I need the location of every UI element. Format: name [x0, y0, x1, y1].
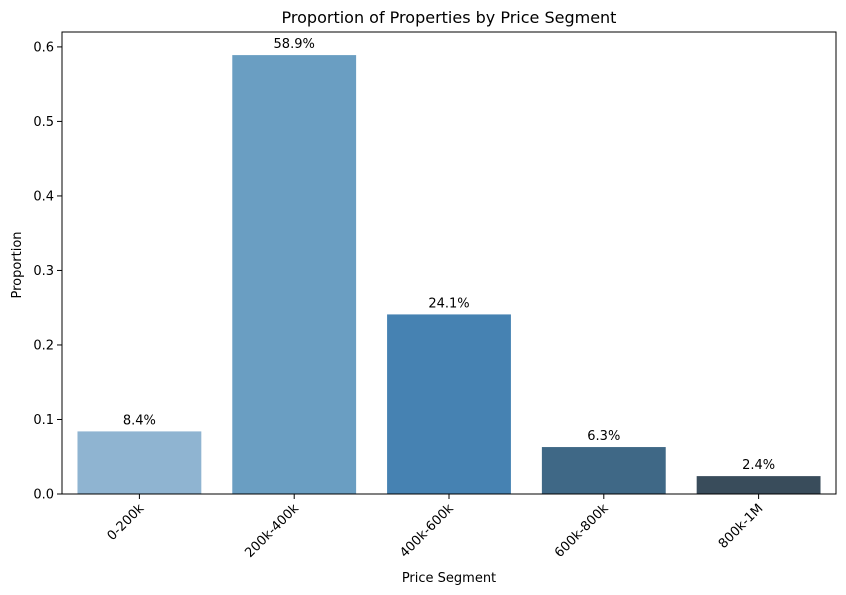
- bar-400k-600k: [387, 314, 511, 494]
- plot-frame: [61, 31, 837, 495]
- x-tick-label: 200k-400k: [242, 501, 302, 561]
- bar-600k-800k: [541, 447, 666, 494]
- plot-area: 8.4% 0-200k 58.9% 200k-400k 24.1% 400k-600k 6.…: [33, 31, 837, 561]
- data-label: 2.4%: [742, 458, 775, 473]
- bar-0-200k: [77, 431, 202, 494]
- x-axis-label: Price Segment: [402, 571, 496, 586]
- y-tick-label: 0.3: [33, 264, 54, 279]
- data-label: 8.4%: [123, 413, 156, 428]
- data-label: 24.1%: [428, 296, 469, 311]
- x-tick-label: 600k-800k: [552, 501, 612, 561]
- bar-200k-400k: [232, 55, 357, 494]
- chart-title: Proportion of Properties by Price Segmen…: [282, 8, 617, 27]
- y-tick-label: 0.0: [33, 488, 54, 503]
- x-tick-label: 800k-1M: [716, 501, 767, 552]
- y-tick-label: 0.5: [33, 115, 54, 130]
- y-tick-label: 0.1: [33, 413, 54, 428]
- y-axis-label: Proportion: [10, 231, 25, 298]
- data-label: 6.3%: [587, 429, 620, 444]
- bar-800k-1M: [696, 476, 821, 494]
- y-tick-label: 0.2: [33, 338, 54, 353]
- x-tick-label: 400k-600k: [397, 501, 457, 561]
- x-tick-label: 0-200k: [105, 501, 148, 544]
- y-tick-label: 0.4: [33, 189, 54, 204]
- y-tick-label: 0.6: [33, 40, 54, 55]
- data-label: 58.9%: [274, 37, 315, 52]
